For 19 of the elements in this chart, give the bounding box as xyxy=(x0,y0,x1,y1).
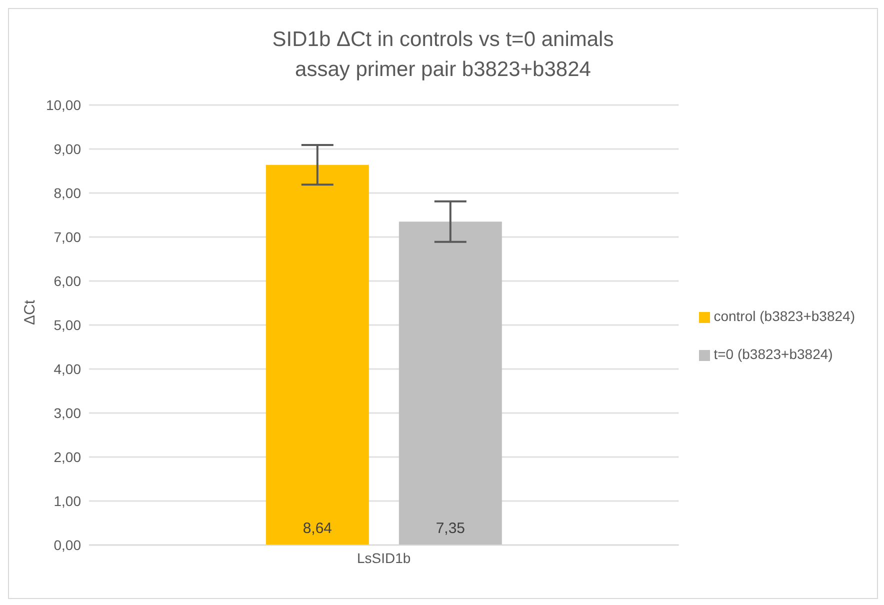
y-tick-label: 2,00 xyxy=(54,448,82,465)
y-tick-label: 9,00 xyxy=(54,140,82,157)
y-tick-label: 4,00 xyxy=(54,360,82,377)
y-tick-label: 10,00 xyxy=(46,96,82,113)
y-axis-title: ΔCt xyxy=(21,299,38,325)
chart-subtitle: assay primer pair b3823+b3824 xyxy=(294,57,592,83)
y-tick-label: 3,00 xyxy=(54,404,82,421)
data-label: 7,35 xyxy=(436,520,466,537)
legend-label: t=0 (b3823+b3824) xyxy=(714,346,833,362)
legend-label: control (b3823+b3824) xyxy=(714,308,855,324)
y-tick-label: 7,00 xyxy=(54,228,82,245)
y-tick-label: 6,00 xyxy=(54,272,82,289)
x-tick-label: LsSID1b xyxy=(357,550,411,566)
data-label: 8,64 xyxy=(302,520,332,537)
y-tick-label: 5,00 xyxy=(54,316,82,333)
y-tick-label: 8,00 xyxy=(54,184,82,201)
y-tick-label: 1,00 xyxy=(54,492,82,509)
y-tick-label: 0,00 xyxy=(54,536,82,553)
chart-title: SID1b ΔCt in controls vs t=0 animals xyxy=(271,27,615,53)
